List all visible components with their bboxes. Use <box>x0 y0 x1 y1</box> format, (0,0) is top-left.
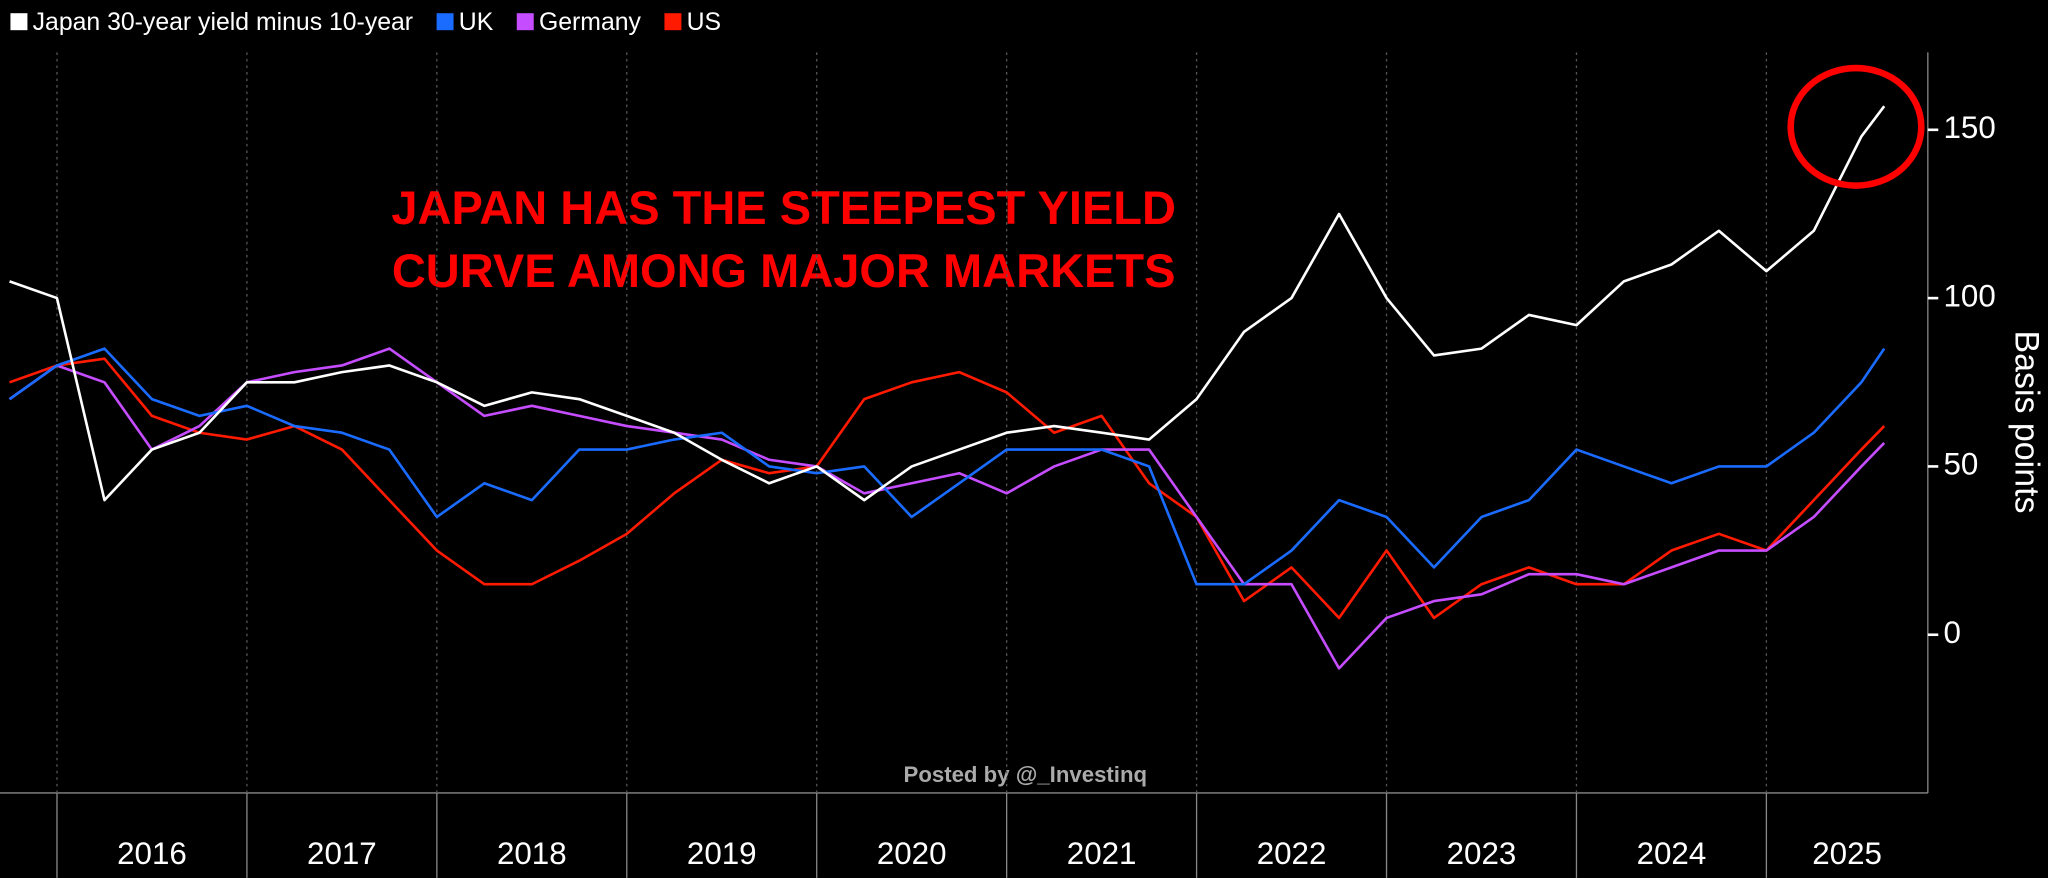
y-tick-label: 150 <box>1944 110 1996 145</box>
legend-swatch <box>10 13 28 31</box>
x-tick-label: 2025 <box>1812 836 1882 871</box>
legend-swatch <box>516 13 534 31</box>
x-tick-label: 2017 <box>307 836 377 871</box>
watermark: Posted by @_Investinq <box>904 762 1148 787</box>
series-line <box>8 347 1886 586</box>
x-tick-label: 2021 <box>1067 836 1137 871</box>
legend: Japan 30-year yield minus 10-year UK Germa… <box>10 9 721 36</box>
series-line <box>9 357 1886 620</box>
y-axis-label: Basis points <box>2008 331 2046 514</box>
x-tick-label: 2019 <box>687 836 757 871</box>
plot: 2016 2017 2018 2019 2020 2021 2022 2023 2024 2025… <box>8 52 1996 878</box>
x-tick-label: 2023 <box>1447 836 1517 871</box>
y-tick-label: 0 <box>1944 615 1961 650</box>
x-tick-label: 2016 <box>117 836 187 871</box>
legend-label: UK <box>459 9 494 36</box>
annotation-line: CURVE AMONG MAJOR MARKETS <box>392 244 1176 297</box>
legend-swatch <box>436 13 454 31</box>
legend-label: US <box>687 9 721 36</box>
series-line <box>8 347 1886 670</box>
legend-swatch <box>664 13 682 31</box>
x-tick-label: 2024 <box>1637 836 1707 871</box>
annotation-line: JAPAN HAS THE STEEPEST YIELD <box>391 181 1176 234</box>
y-tick-label: 100 <box>1944 278 1996 313</box>
legend-label: Japan 30-year yield minus 10-year <box>33 9 413 36</box>
y-tick-label: 50 <box>1944 447 1979 482</box>
x-tick-label: 2018 <box>497 836 567 871</box>
x-tick-label: 2022 <box>1257 836 1327 871</box>
series-line <box>9 105 1886 502</box>
legend-label: Germany <box>539 9 642 36</box>
highlight-circle <box>1787 64 1925 189</box>
x-tick-label: 2020 <box>877 836 947 871</box>
